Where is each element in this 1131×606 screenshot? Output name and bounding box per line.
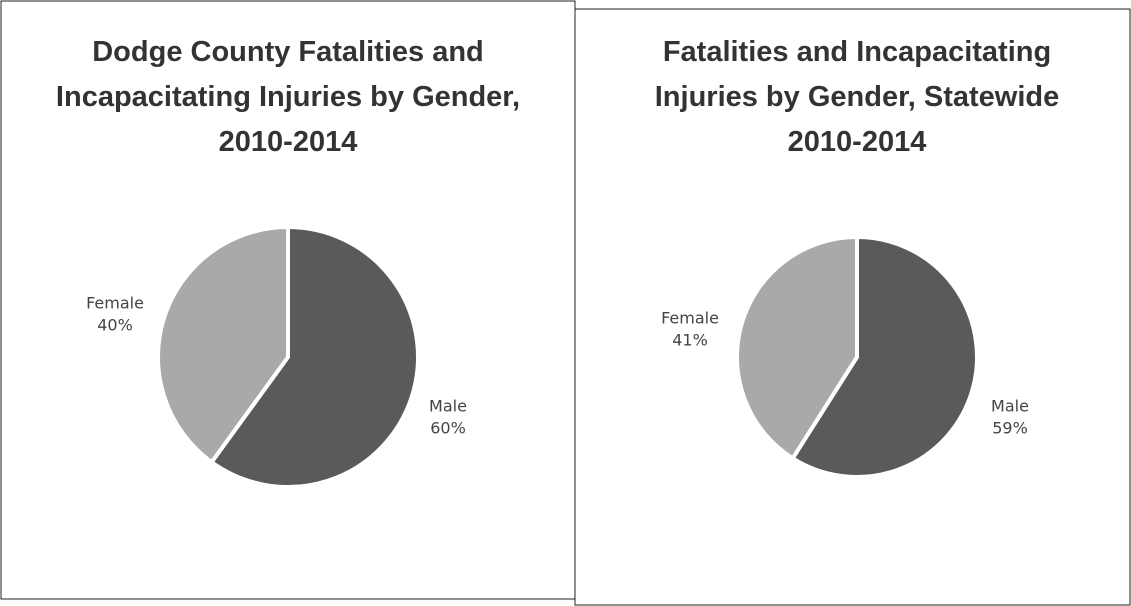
panel-frame	[574, 8, 1131, 606]
slice-value-label: 41%	[672, 331, 708, 350]
pie-slice	[789, 234, 979, 479]
slice-value-label: 40%	[97, 316, 133, 335]
slice-label: Male	[991, 397, 1029, 416]
chart-title: Fatalities and Incapacitating Injuries b…	[654, 36, 1060, 158]
pie-slice	[735, 234, 859, 462]
slice-value-label: 60%	[430, 419, 466, 438]
slice-label: Female	[86, 294, 144, 313]
pie-slice	[208, 224, 420, 489]
slice-value-label: 59%	[992, 419, 1028, 438]
slice-label: Male	[429, 397, 467, 416]
pie-slice	[156, 224, 290, 465]
chart-title: Dodge County Fatalities and Incapacitati…	[55, 36, 521, 158]
slice-label: Female	[661, 309, 719, 328]
